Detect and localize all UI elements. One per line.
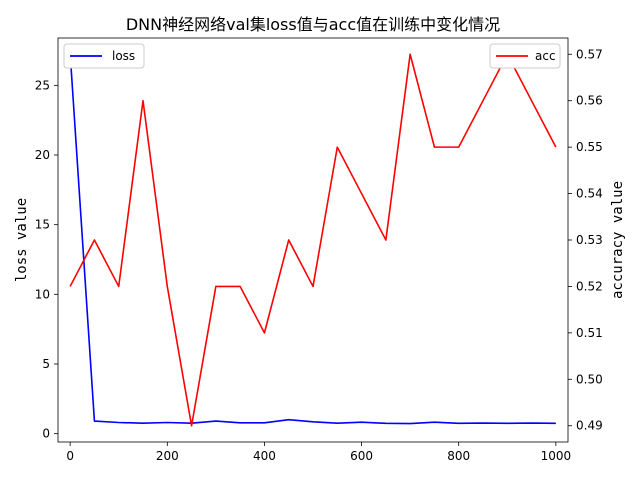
series-layer <box>69 53 557 427</box>
x-tick-label: 600 <box>350 449 373 463</box>
x-tick-label: 800 <box>447 449 470 463</box>
y-left-tick-label: 15 <box>35 218 50 232</box>
series-line-loss <box>69 53 556 425</box>
y-right-tick-label: 0.49 <box>576 419 603 433</box>
chart-title: DNN神经网络val集loss值与acc值在训练中变化情况 <box>126 15 500 34</box>
y-right-tick-label: 0.53 <box>576 233 603 247</box>
y-axis-right: 0.49 0.50 0.51 0.52 0.53 0.54 0.55 0.56 0.57 <box>568 47 603 433</box>
y-left-tick-label: 5 <box>42 357 50 371</box>
legend-loss-box <box>63 43 145 69</box>
x-tick-label: 200 <box>156 449 179 463</box>
series-line-acc <box>69 53 557 427</box>
legend-loss-label: loss <box>112 49 135 63</box>
y-right-tick-label: 0.56 <box>576 94 603 108</box>
y-left-tick-label: 25 <box>35 78 50 92</box>
legend-acc-label: acc <box>535 49 556 63</box>
y-axis-left: 0 5 10 15 20 25 <box>35 78 58 441</box>
x-tick-label: 400 <box>253 449 276 463</box>
y-right-tick-label: 0.51 <box>576 326 603 340</box>
y-right-tick-label: 0.54 <box>576 187 603 201</box>
y-axis-left-label: loss value <box>14 198 30 282</box>
plot-frame <box>57 37 569 443</box>
legend-loss: loss <box>63 43 145 69</box>
y-right-tick-label: 0.52 <box>576 279 603 293</box>
y-axis-right-label: accuracy value <box>610 181 626 299</box>
y-right-tick-label: 0.55 <box>576 140 603 154</box>
legend-acc: acc <box>489 43 561 69</box>
y-left-tick-label: 10 <box>35 287 50 301</box>
x-tick-label: 0 <box>66 449 74 463</box>
x-axis: 0 200 400 600 800 1000 <box>66 442 571 463</box>
x-tick-label: 1000 <box>541 449 572 463</box>
y-left-tick-label: 0 <box>42 427 50 441</box>
y-right-tick-label: 0.57 <box>576 47 603 61</box>
y-right-tick-label: 0.50 <box>576 372 603 386</box>
y-left-tick-label: 20 <box>35 148 50 162</box>
